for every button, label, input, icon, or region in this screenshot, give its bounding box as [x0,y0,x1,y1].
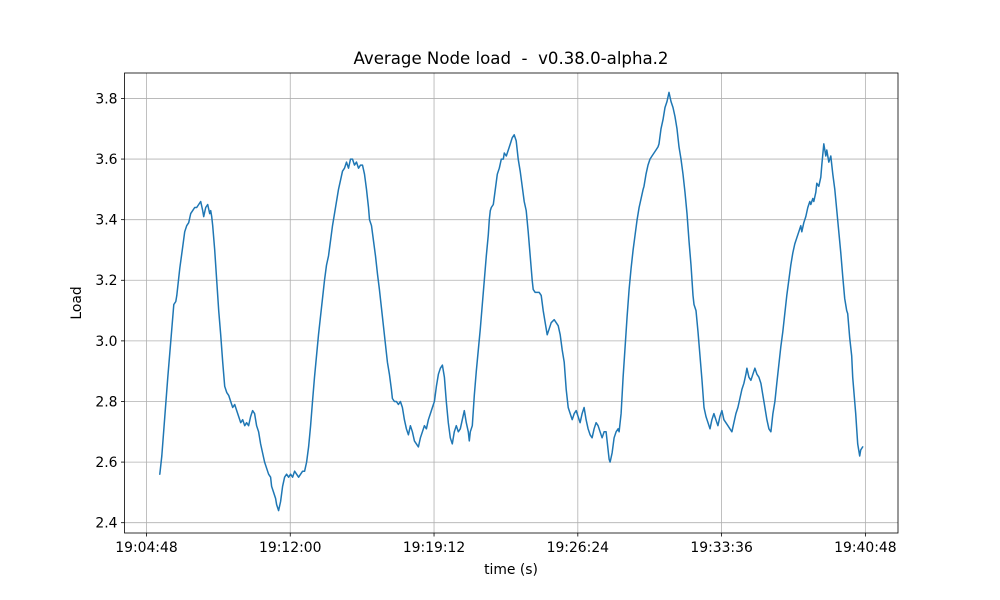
x-tick-label: 19:04:48 [115,540,177,556]
plot-border [124,72,899,534]
y-tick-label: 3.2 [95,273,117,289]
chart-title: Average Node load - v0.38.0-alpha.2 [353,49,669,68]
x-tick-label: 19:33:36 [690,540,752,556]
x-axis-label: time (s) [484,562,538,578]
y-tick-label: 3.6 [95,152,117,168]
y-tick-label: 2.6 [95,455,117,471]
y-tick-label: 2.8 [95,394,117,410]
y-tick-label: 3.8 [95,91,117,107]
x-tick-label: 19:12:00 [259,540,321,556]
load-line [159,91,864,512]
y-axis-label: Load [69,286,85,320]
y-tick-label: 3.0 [95,334,117,350]
x-tick-label: 19:40:48 [834,540,896,556]
y-tick-label: 2.4 [95,516,117,532]
x-tick-label: 19:26:24 [547,540,610,556]
y-tick-label: 3.4 [95,213,117,229]
x-tick-label: 19:19:12 [403,540,465,556]
